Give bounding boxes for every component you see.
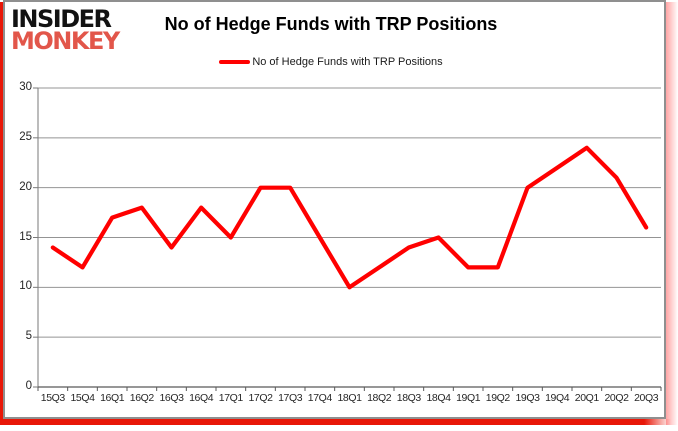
legend-series-label: No of Hedge Funds with TRP Positions [252, 56, 443, 68]
logo-insider-text: INSIDER [11, 5, 112, 33]
x-axis-tick-label: 19Q4 [545, 392, 570, 404]
left-red-accent-bar [0, 2, 3, 420]
x-axis-tick-label: 20Q1 [574, 392, 599, 404]
x-axis-tick-label: 18Q4 [426, 392, 451, 404]
y-axis-tick-label: 30 [19, 81, 32, 93]
insider-monkey-logo: INSIDER MONKEY [11, 5, 120, 56]
x-axis-tick-label: 16Q2 [129, 392, 154, 404]
y-axis-tick-label: 0 [25, 380, 32, 392]
logo-monkey-text: MONKEY [11, 27, 120, 56]
x-axis-tick-label: 18Q2 [367, 392, 392, 404]
x-axis-tick-label: 20Q2 [604, 392, 629, 404]
x-axis-tick-label: 19Q3 [515, 392, 540, 404]
y-axis-tick-label: 20 [19, 180, 32, 193]
y-axis-tick-label: 25 [19, 130, 32, 143]
y-axis-tick-label: 10 [19, 280, 32, 293]
legend-line-marker [219, 60, 251, 64]
x-axis-tick-label: 16Q1 [100, 392, 125, 404]
x-axis-tick-label: 16Q3 [159, 392, 184, 404]
x-axis-tick-label: 20Q3 [634, 392, 659, 404]
right-pink-glow [666, 2, 678, 425]
y-axis-tick-label: 15 [19, 230, 32, 243]
bottom-red-accent-bar [0, 419, 671, 425]
x-axis-tick-label: 18Q3 [396, 392, 421, 404]
x-axis-tick-label: 17Q1 [218, 392, 243, 404]
legend: No of Hedge Funds with TRP Positions [0, 56, 662, 68]
x-axis-tick-label: 15Q4 [70, 392, 95, 404]
trp-positions-line [50, 145, 649, 290]
x-axis-tick-label: 16Q4 [189, 392, 214, 404]
x-axis-tick-label: 17Q3 [278, 392, 303, 404]
x-axis-tick-label: 17Q2 [248, 392, 273, 404]
x-axis-tick-label: 19Q1 [456, 392, 481, 404]
x-axis-tick-label: 17Q4 [307, 392, 332, 404]
chart-border-frame [3, 0, 666, 419]
x-axis-tick-label: 15Q3 [40, 392, 65, 404]
chart-title: No of Hedge Funds with TRP Positions [164, 14, 498, 34]
x-axis-tick-label: 18Q1 [337, 392, 362, 404]
x-axis-tick-label: 19Q2 [485, 392, 510, 404]
y-axis-tick-label: 5 [25, 330, 32, 343]
